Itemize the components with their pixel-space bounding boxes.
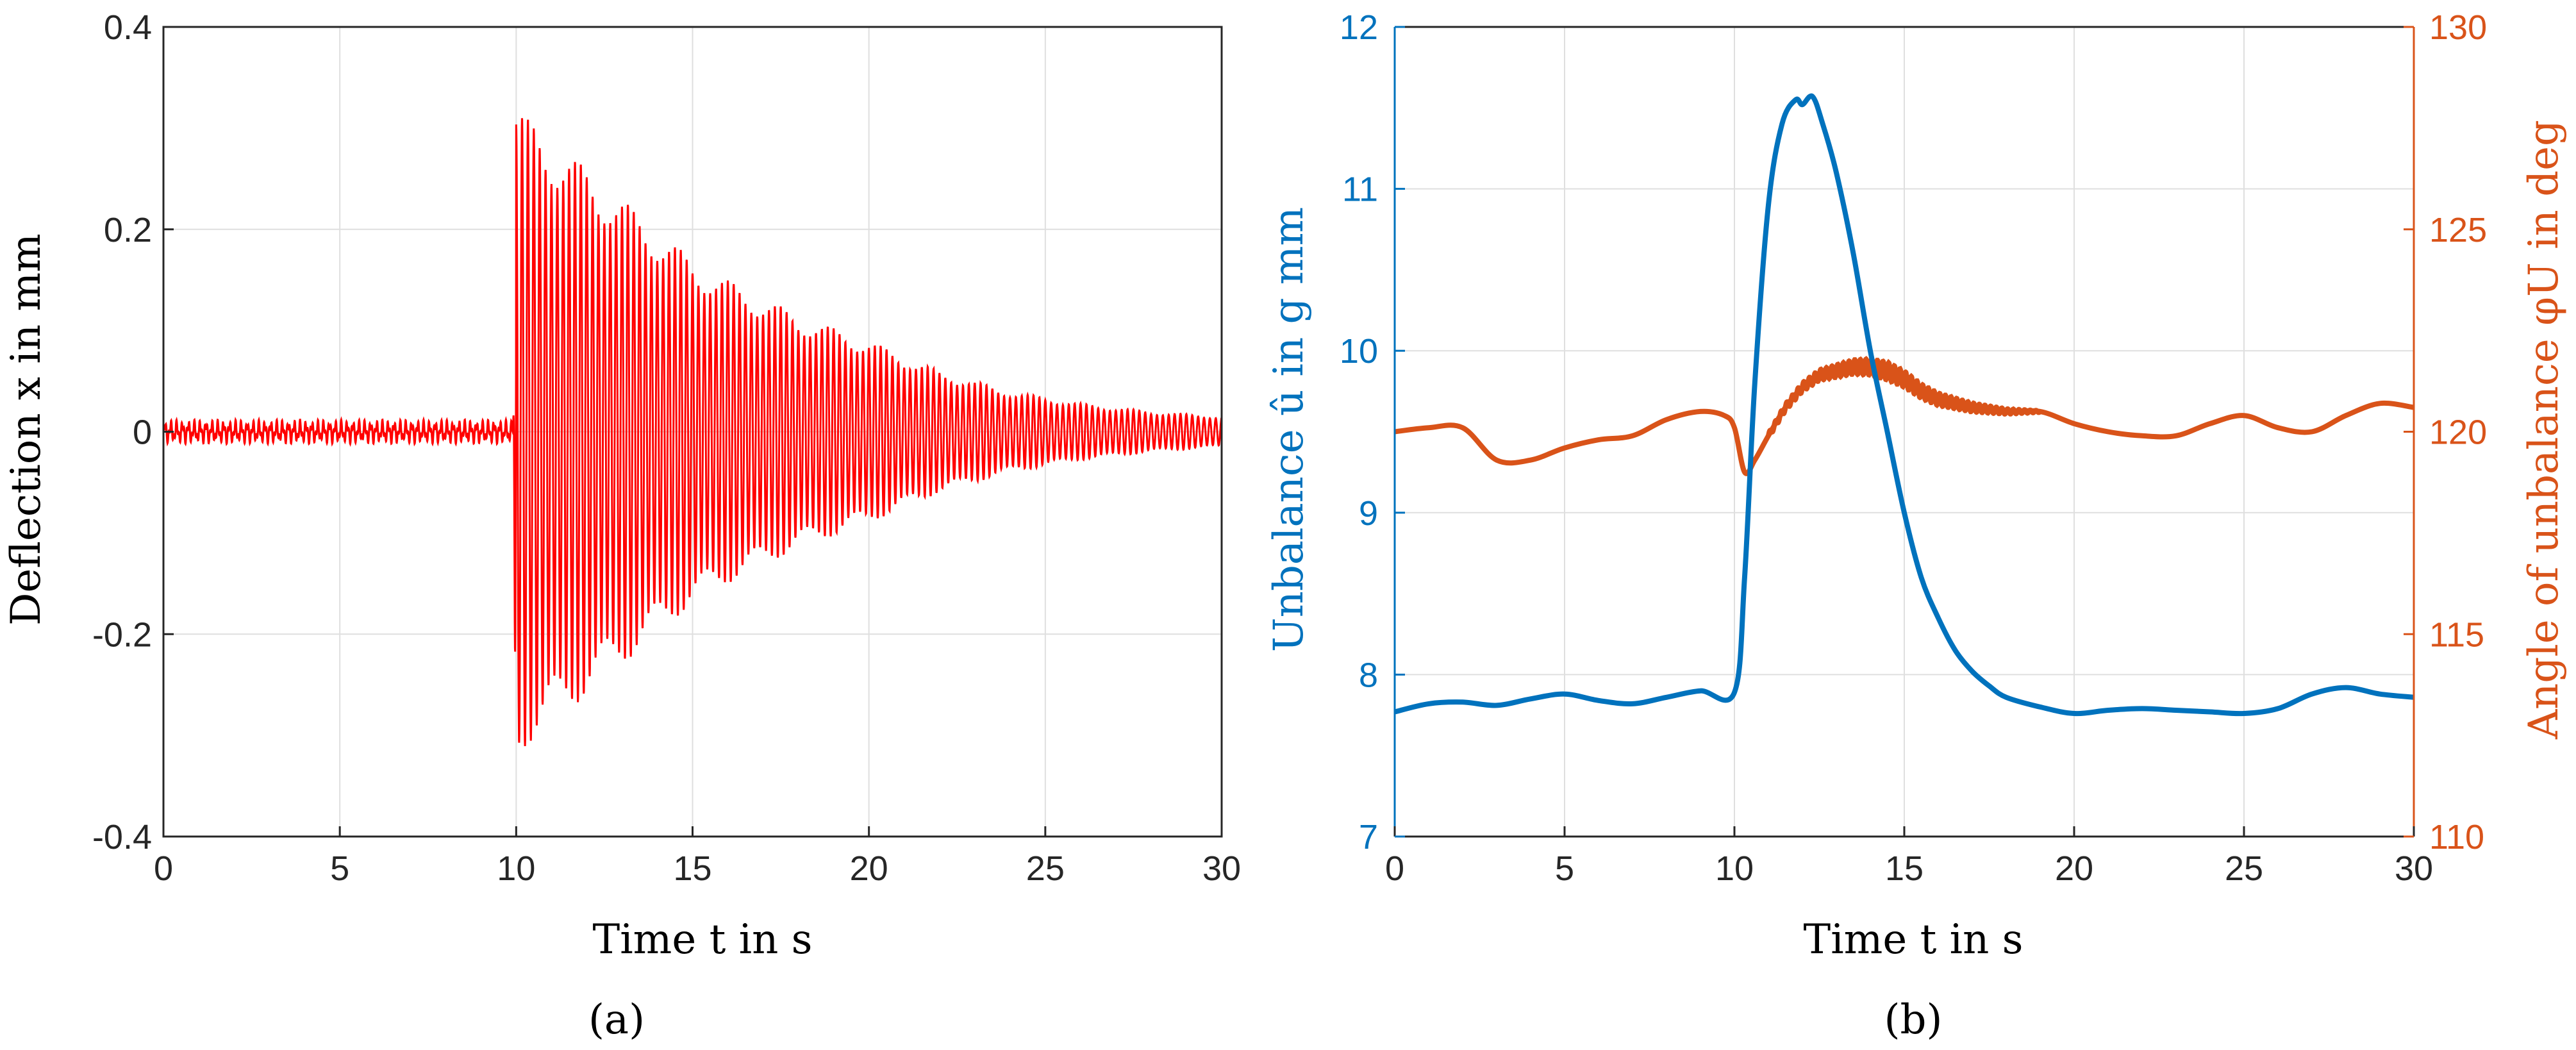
panel-a-x-tick-label: 0 [154, 849, 173, 888]
panel-a-x-tick-label: 10 [497, 849, 535, 888]
panel-b-x-tick-label: 20 [2055, 849, 2093, 888]
panel-b-angle-ripple [1766, 356, 2042, 437]
panel-b: 0 5 10 15 20 25 30 7 8 9 10 11 12 110 115 120 125 130 Tim… [1265, 8, 2568, 1044]
panel-b-ticks: 0 5 10 15 20 25 30 7 8 9 10 11 12 110 115 120 125 130 [1340, 8, 2487, 888]
panel-b-label: (b) [1884, 996, 1943, 1044]
panel-a-y-tick-label: 0.4 [104, 8, 152, 47]
panel-b-right-y-tick-label: 115 [2429, 615, 2484, 654]
panel-a-x-tick-label: 15 [673, 849, 711, 888]
panel-a-y-tick-label: 0 [133, 413, 152, 452]
panel-b-x-tick-label: 5 [1555, 849, 1574, 888]
panel-b-left-y-tick-label: 8 [1359, 656, 1378, 694]
panel-b-y-axis-label-right: Angle of unbalance φU in deg [2520, 120, 2568, 740]
panel-b-x-tick-label: 25 [2225, 849, 2263, 888]
panel-b-left-y-tick-label: 9 [1359, 494, 1378, 533]
panel-b-x-tick-label: 30 [2395, 849, 2433, 888]
panel-b-x-tick-label: 0 [1385, 849, 1404, 888]
panel-b-plot [1394, 93, 2414, 717]
panel-a-y-tick-label: -0.4 [92, 818, 152, 856]
panel-b-left-y-tick-label: 10 [1340, 332, 1378, 371]
panel-a-label: (a) [588, 996, 645, 1044]
panel-b-right-y-tick-label: 125 [2429, 211, 2487, 249]
panel-a-x-tick-label: 30 [1202, 849, 1241, 888]
panel-a-x-tick-label: 5 [330, 849, 349, 888]
panel-b-right-y-tick-label: 130 [2429, 8, 2487, 47]
panel-b-unbalance-line [1394, 93, 2414, 717]
panel-b-x-tick-label: 10 [1715, 849, 1754, 888]
panel-a-x-axis-label: Time t in s [593, 916, 813, 963]
panel-b-y-axis-label-left: Unbalance û in g mm [1265, 207, 1313, 652]
panel-b-x-tick-label: 15 [1885, 849, 1924, 888]
panel-a-y-axis-label: Deflection x in mm [3, 233, 50, 626]
panel-a-y-tick-label: -0.2 [92, 615, 152, 654]
panel-a: 0 5 10 15 20 25 30-0.4-0.200.20.4 Time t in s … [3, 8, 1241, 1044]
panel-a-x-tick-label: 25 [1026, 849, 1065, 888]
panel-a-y-tick-label: 0.2 [104, 211, 152, 249]
panel-b-grid [1394, 26, 2414, 837]
panel-b-left-y-tick-label: 12 [1340, 8, 1378, 47]
panel-a-ticks: 0 5 10 15 20 25 30 -0.4 -0.2 0 0.2 0.4 [92, 8, 1241, 888]
panel-b-right-y-tick-label: 120 [2429, 413, 2487, 452]
panel-b-left-y-tick-label: 11 [1342, 171, 1378, 209]
panel-a-plot [162, 118, 1223, 746]
panel-b-left-y-tick-label: 7 [1359, 818, 1378, 856]
panel-b-x-axis-label: Time t in s [1804, 916, 2023, 963]
panel-b-right-y-tick-label: 110 [2429, 818, 2484, 856]
panel-a-x-tick-label: 20 [850, 849, 888, 888]
panel-a-deflection-line [162, 118, 1223, 746]
